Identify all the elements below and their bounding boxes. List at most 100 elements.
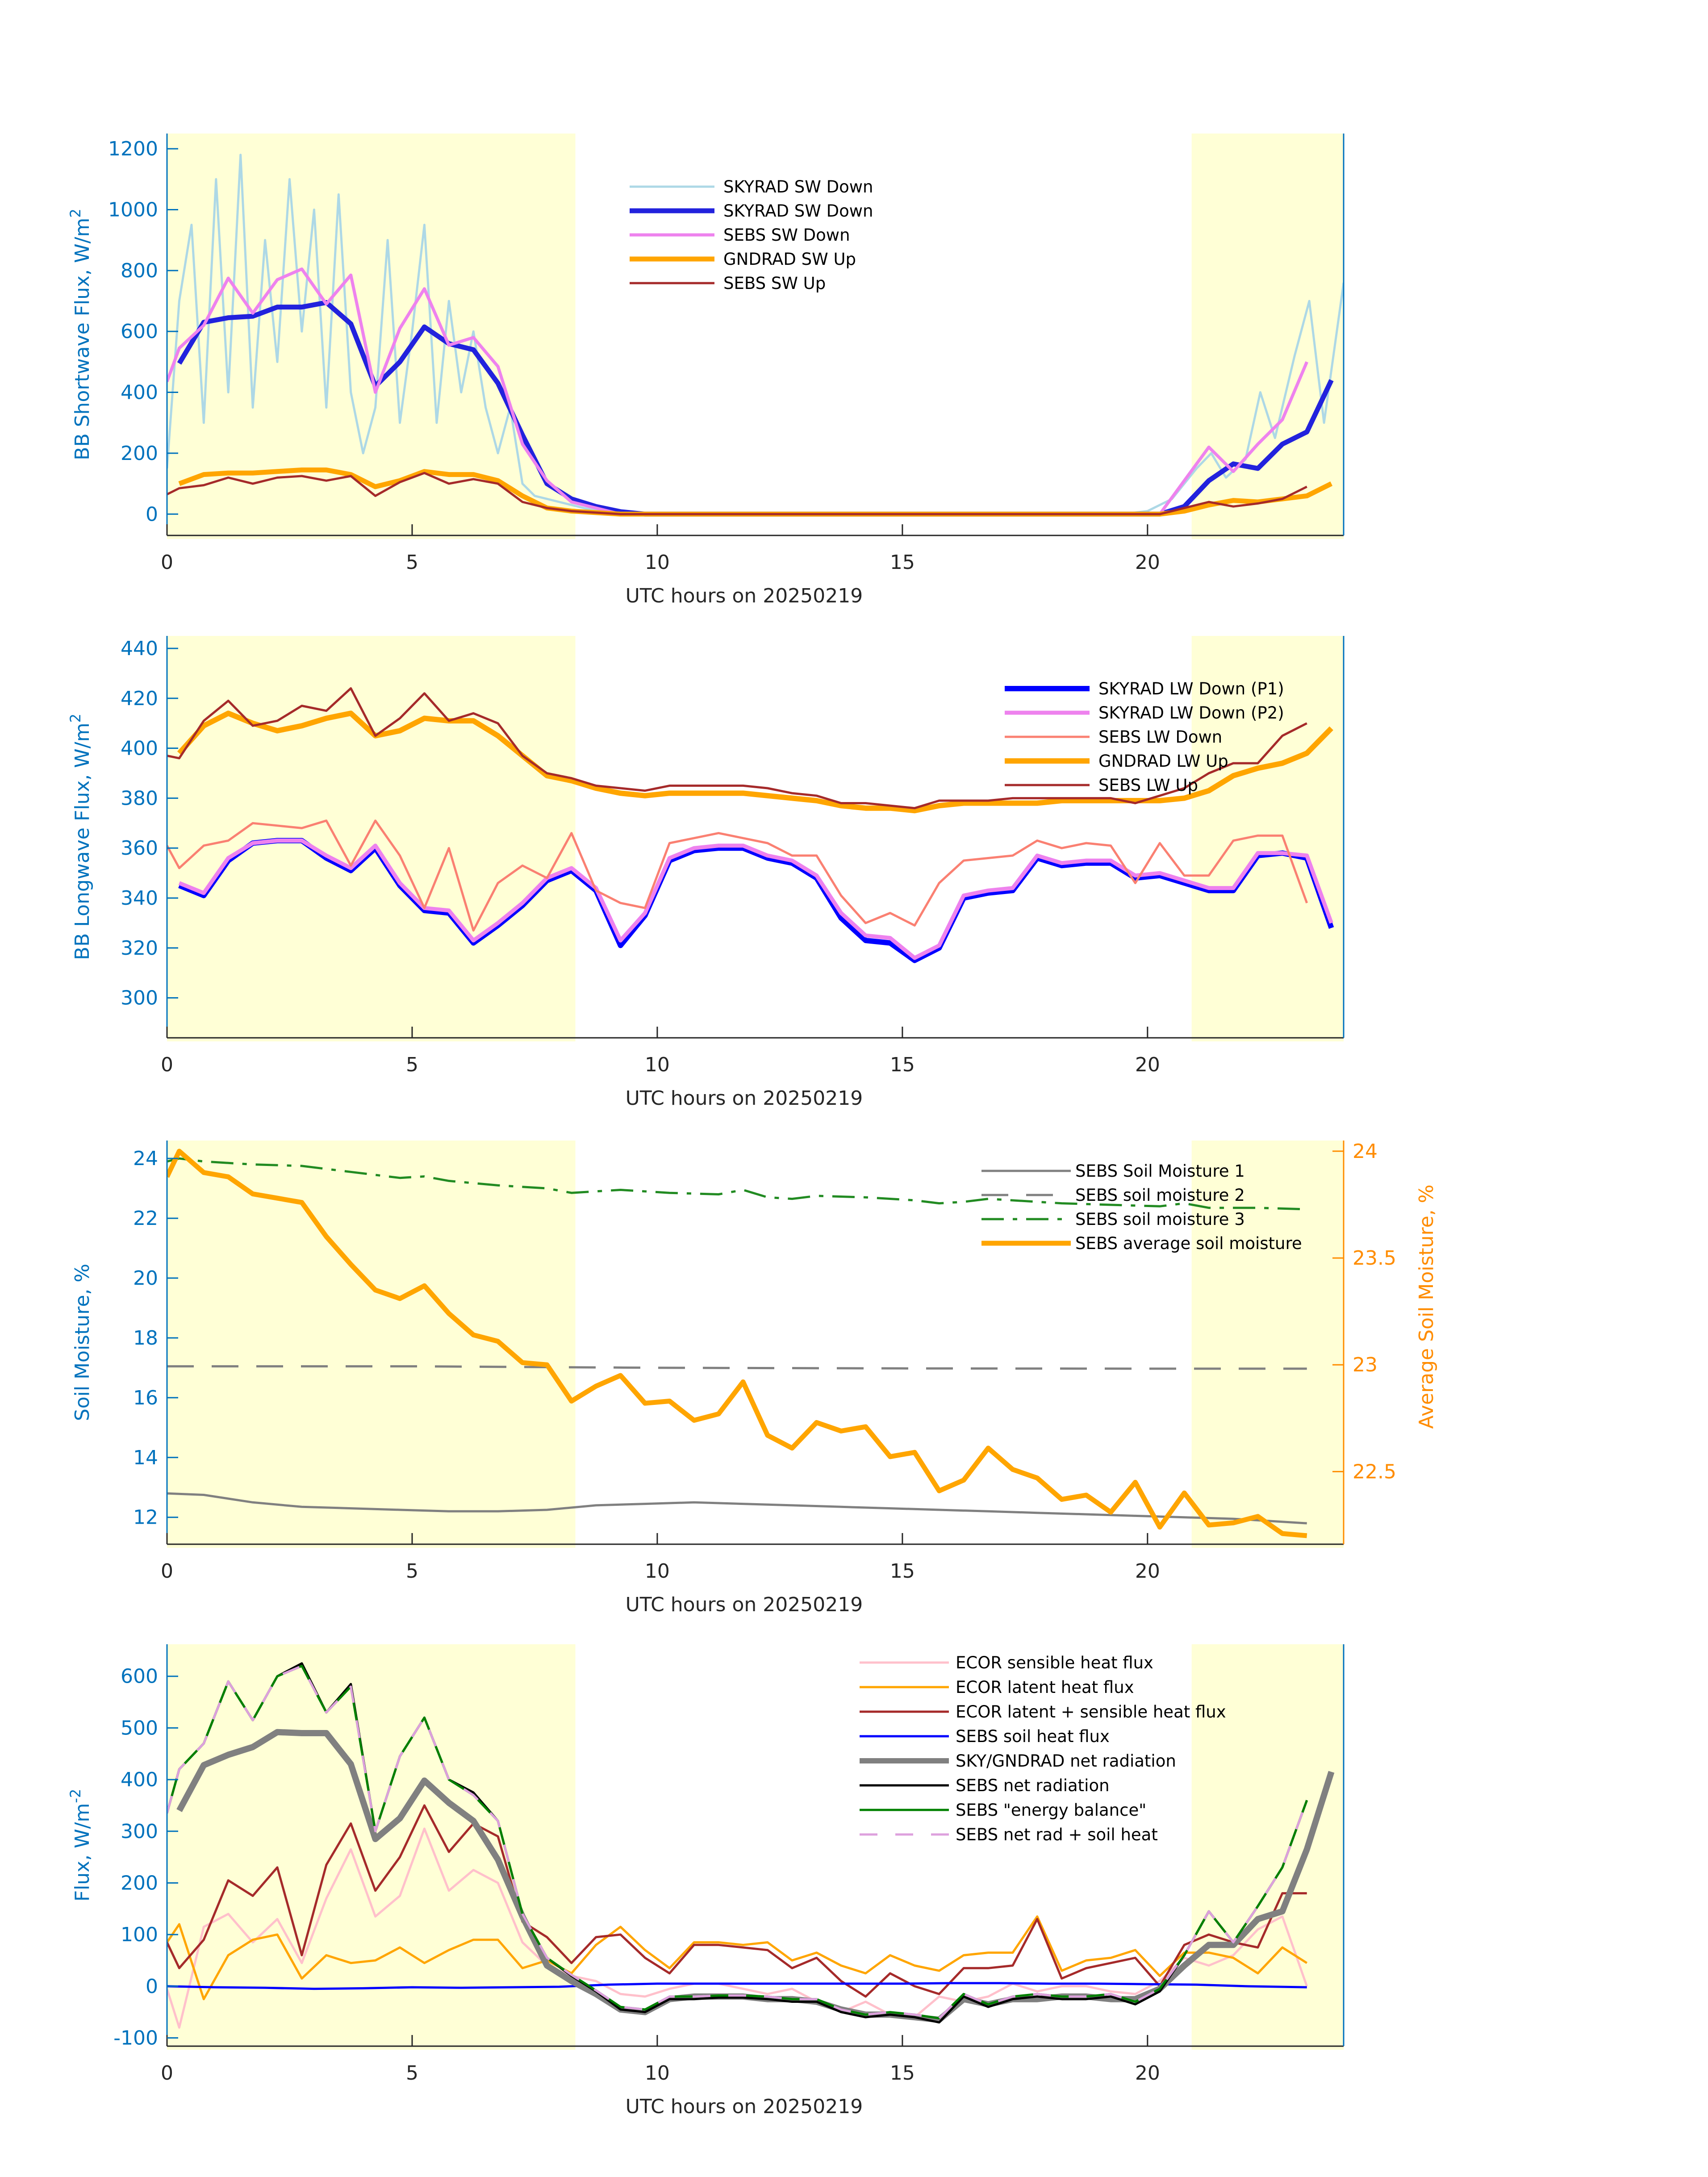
series-line-3 [177,710,1333,814]
series-line-3 [167,1982,1307,1990]
legend-entry-label: ECOR latent heat flux [956,1678,1134,1697]
legend-entry-label: SEBS Soil Moisture 1 [1075,1162,1245,1181]
series-line-5 [167,1662,1308,2024]
x-tick-label: 15 [890,551,915,574]
y-axis-label-superscript: -2 [67,1789,84,1803]
legend-entry-label: SKYRAD SW Down [723,201,873,221]
y-right-axis-label: Average Soil Moisture, % [1415,1184,1438,1429]
y-tick-label: 360 [121,837,158,860]
series-line-0 [167,154,1344,515]
legend-entry-label: SEBS LW Up [1098,776,1198,795]
x-tick-label: 10 [645,1053,670,1076]
y-tick-label: 0 [146,1975,158,1998]
y-tick-label: 200 [121,442,158,465]
series-line-1 [167,1365,1307,1370]
series-line-2 [167,267,1308,516]
series-line-4 [167,687,1307,810]
y-tick-label: 320 [121,937,158,960]
series-line-2 [167,1157,1307,1211]
legend-entry-label: ECOR latent + sensible heat flux [956,1702,1226,1722]
panel-shortwave: 0 5 10 15 20 UTC hours on 20250219 0 200 400 600 8… [67,134,1345,607]
y-tick-label: 600 [121,320,158,343]
x-tick-label: 5 [406,1053,418,1076]
y-tick-label: 380 [121,787,158,810]
legend-entry-label: SKYRAD LW Down (P1) [1098,679,1284,698]
series-line-2 [167,819,1308,932]
y-axis-label: Flux, W/m-2 [67,1789,94,1902]
x-tick-label: 20 [1135,1560,1160,1583]
y-axis-label: Soil Moisture, % [71,1264,94,1421]
series-line-1 [177,300,1334,517]
legend-entry-label: SEBS LW Down [1098,727,1222,747]
y-tick-label: 300 [121,987,158,1010]
y-tick-label: 340 [121,887,158,910]
series-group [167,154,1344,517]
x-tick-label: 0 [161,2062,173,2085]
x-tick-label: 15 [890,2062,915,2085]
x-tick-label: 15 [890,1560,915,1583]
legend-entry-label: ECOR sensible heat flux [956,1653,1153,1672]
legend-entry-label: SEBS average soil moisture [1075,1234,1302,1253]
panel-longwave: 0 5 10 15 20 UTC hours on 20250219 300 320 340 36… [67,636,1345,1110]
y-axis-label-superscript: 2 [67,209,84,217]
y-tick-label: 1000 [108,198,158,221]
series-line-0 [167,1492,1307,1525]
y-right-tick-label: 23.5 [1353,1247,1396,1270]
series-group [167,687,1334,963]
night-shading [167,636,576,1041]
y-axis-label: BB Shortwave Flux, W/m2 [67,209,94,460]
night-shading [167,1644,576,2050]
legend-entry-label: SEBS soil heat flux [956,1727,1110,1746]
x-axis-label: UTC hours on 20250219 [626,1593,863,1616]
night-shading [1191,1644,1344,2050]
y-tick-label: 400 [121,737,158,760]
y-tick-label: 24 [133,1147,158,1170]
x-tick-label: 15 [890,1053,915,1076]
night-shading [1191,636,1344,1041]
y-tick-label: 300 [121,1820,158,1843]
y-tick-label: 1200 [108,138,158,160]
series-line-0 [167,1827,1308,2029]
legend-entry-label: GNDRAD LW Up [1098,752,1228,771]
legend-entry-label: SEBS soil moisture 2 [1075,1186,1245,1205]
y-tick-label: 12 [133,1506,158,1529]
series-line-4 [167,472,1307,515]
series-line-3 [167,1149,1307,1538]
night-shading [167,1141,576,1548]
y-tick-label: -100 [113,2027,158,2049]
x-axis-label: UTC hours on 20250219 [626,2095,863,2118]
x-tick-label: 0 [161,1053,173,1076]
x-tick-label: 10 [645,1560,670,1583]
y-tick-label: 500 [121,1717,158,1739]
legend: SEBS Soil Moisture 1 SEBS soil moisture 2… [981,1162,1302,1253]
x-tick-label: 20 [1135,1053,1160,1076]
x-tick-label: 5 [406,1560,418,1583]
x-axis-label: UTC hours on 20250219 [626,585,863,607]
series-line-1 [167,1915,1308,2001]
legend-entry-label: SEBS soil moisture 3 [1075,1210,1245,1229]
legend-entry-label: SEBS "energy balance" [956,1801,1146,1820]
x-tick-label: 10 [645,551,670,574]
y-tick-label: 440 [121,637,158,660]
y-tick-label: 100 [121,1923,158,1946]
night-shading [1191,134,1344,539]
y-tick-label: 0 [146,503,158,526]
legend-entry-label: SEBS net rad + soil heat [956,1825,1158,1844]
y-tick-label: 600 [121,1665,158,1688]
panel-soil_moisture: 0 5 10 15 20 UTC hours on 20250219 12 14 16 18 20 2… [71,1140,1438,1616]
series-group [167,1662,1335,2029]
y-tick-label: 20 [133,1267,158,1290]
legend-entry-label: SEBS SW Down [723,226,850,245]
y-right-tick-label: 23 [1353,1354,1378,1376]
x-axis-label: UTC hours on 20250219 [626,1087,863,1110]
y-right-tick-label: 24 [1353,1140,1378,1163]
legend: SKYRAD LW Down (P1) SKYRAD LW Down (P2) SE… [1005,679,1284,795]
y-tick-label: 16 [133,1387,158,1409]
series-line-7 [167,1665,1308,2019]
y-axis-label-superscript: 2 [67,714,84,723]
y-tick-label: 14 [133,1446,158,1469]
legend: ECOR sensible heat flux ECOR latent heat … [860,1653,1226,1844]
x-tick-label: 0 [161,551,173,574]
